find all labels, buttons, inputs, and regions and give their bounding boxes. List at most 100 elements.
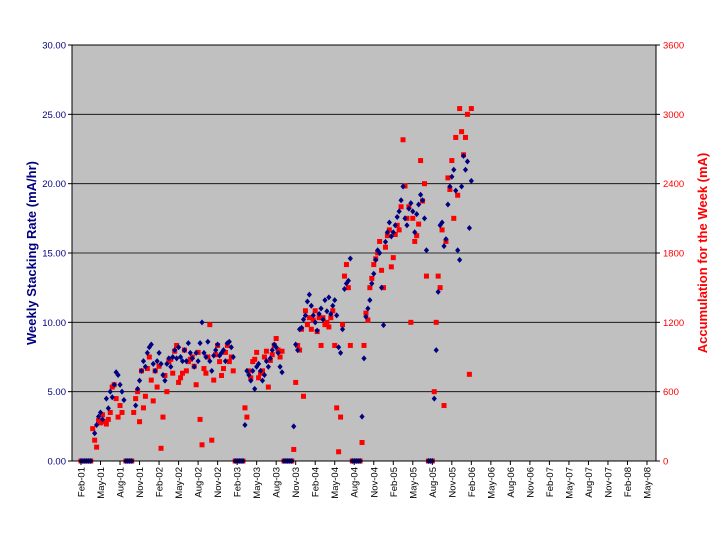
accumulation-point <box>412 238 418 244</box>
accumulation-point <box>455 192 461 198</box>
stacking-rate-point <box>322 297 328 304</box>
stacking-rate-point <box>330 302 336 309</box>
x-tick-label: Aug-05 <box>428 467 439 498</box>
accumulation-point <box>396 227 402 233</box>
x-tick-label: Nov-03 <box>291 467 302 498</box>
x-tick-label: Nov-04 <box>369 467 380 498</box>
accumulation-point <box>90 426 96 432</box>
stacking-rate-point <box>244 367 250 374</box>
stacking-rate-point <box>177 354 184 360</box>
accumulation-point <box>447 186 453 192</box>
stacking-rate-point <box>207 358 213 365</box>
accumulation-point <box>170 370 176 376</box>
accumulation-point <box>464 111 470 117</box>
accumulation-point <box>261 354 267 360</box>
stacking-rate-point <box>449 173 455 180</box>
accumulation-point <box>341 273 347 279</box>
stacking-rate-point <box>421 215 428 222</box>
x-tick-label: Nov-06 <box>525 467 536 498</box>
stacking-rate-point <box>197 340 203 347</box>
accumulation-point <box>441 403 447 409</box>
stacking-rate-point <box>142 363 149 370</box>
accumulation-point <box>211 377 217 383</box>
stacking-rate-point <box>369 280 375 287</box>
stacking-rate-point <box>273 344 279 351</box>
accumulation-point <box>273 336 279 342</box>
accumulation-point <box>131 409 137 415</box>
accumulation-point <box>343 262 349 268</box>
stacking-rate-point <box>193 349 199 356</box>
accumulation-point <box>269 352 275 358</box>
accumulation-point <box>113 396 119 402</box>
stacking-rate-point <box>464 158 471 165</box>
accumulation-point <box>199 442 205 448</box>
accumulation-point <box>306 315 312 321</box>
stacking-rate-point <box>175 344 182 351</box>
stacking-rate-point <box>451 166 457 173</box>
stacking-rate-point <box>205 338 211 345</box>
accumulation-point <box>410 215 416 221</box>
stacking-rate-point <box>189 355 195 362</box>
stacking-rate-point <box>386 219 392 226</box>
stacking-rate-point <box>431 395 437 402</box>
stacking-rate-point <box>140 358 147 365</box>
stacking-rate-point <box>380 322 387 329</box>
stacking-rate-point <box>419 197 426 204</box>
x-tick-label: May-01 <box>96 467 107 499</box>
stacking-rate-point <box>152 367 158 374</box>
left-tick-label: 5.00 <box>48 387 67 398</box>
accumulation-point <box>468 106 474 112</box>
accumulation-point <box>390 255 396 261</box>
stacking-rate-point <box>318 305 324 312</box>
accumulation-point <box>416 221 422 227</box>
stacking-rate-point <box>453 187 459 194</box>
stacking-rate-point <box>396 208 402 215</box>
stacking-rate-point <box>388 233 394 240</box>
stacking-rate-point <box>394 213 400 220</box>
stacking-rate-point <box>174 355 180 362</box>
accumulation-point <box>328 315 334 321</box>
stacking-rate-point <box>433 347 439 354</box>
accumulation-point <box>423 273 429 279</box>
stacking-rate-point <box>269 347 275 354</box>
stacking-rate-point <box>466 225 472 232</box>
accumulation-point <box>384 233 390 239</box>
x-tick-label: Nov-01 <box>135 467 146 498</box>
stacking-rate-point <box>138 367 145 374</box>
stacking-rate-point <box>97 409 104 416</box>
accumulation-point <box>230 368 236 374</box>
x-tick-label: Nov-05 <box>447 467 458 498</box>
right-tick-label: 0 <box>663 457 668 468</box>
left-tick-label: 20.00 <box>42 179 66 190</box>
stacking-rate-point <box>252 385 258 392</box>
x-tick-label: May-03 <box>252 467 263 499</box>
stacking-rate-point <box>334 312 340 319</box>
accumulation-point <box>242 405 248 411</box>
stacking-rate-point <box>298 324 305 331</box>
left-tick-label: 25.00 <box>42 110 66 121</box>
accumulation-point <box>318 342 324 348</box>
x-tick-label: Feb-07 <box>545 467 556 497</box>
stacking-rate-point <box>447 183 453 190</box>
accumulation-point <box>300 393 306 399</box>
stacking-rate-point <box>158 360 164 367</box>
accumulation-point <box>105 416 111 422</box>
stacking-rate-point <box>99 416 106 423</box>
accumulation-point <box>263 348 269 354</box>
accumulation-point <box>312 308 318 314</box>
accumulation-point <box>219 372 225 378</box>
stacking-rate-point <box>308 302 314 309</box>
stacking-rate-point <box>384 229 391 236</box>
accumulation-point <box>435 273 441 279</box>
accumulation-point <box>99 412 105 418</box>
x-tick-label: May-06 <box>486 467 497 499</box>
x-tick-label: Aug-02 <box>194 467 205 498</box>
accumulation-point <box>451 215 457 221</box>
stacking-rate-point <box>458 183 465 190</box>
accumulation-point <box>433 319 439 325</box>
accumulation-point <box>291 446 297 452</box>
accumulation-point <box>439 227 445 233</box>
x-tick-label: Aug-07 <box>584 467 595 498</box>
stacking-rate-point <box>166 355 172 362</box>
